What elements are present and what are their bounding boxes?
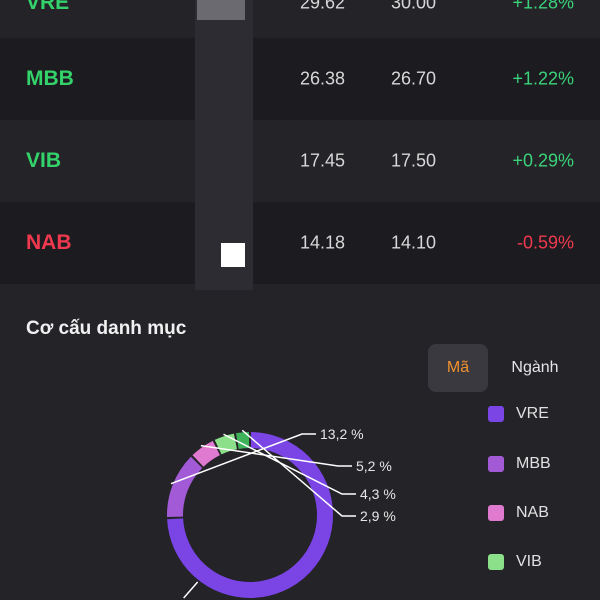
row-price: 26.38	[299, 68, 345, 89]
row-change: +1.28%	[512, 0, 574, 13]
slice-label: 2,9 %	[360, 508, 396, 524]
legend-label: VIB	[516, 553, 542, 570]
table-row[interactable]: NAB 14.18 14.10 -0.59%	[0, 202, 600, 284]
portfolio-title: Cơ cấu danh mục	[26, 318, 187, 339]
row-change: -0.59%	[516, 232, 574, 253]
row-symbol: VRE	[26, 0, 70, 14]
row-change: +1.22%	[512, 68, 574, 89]
legend-item[interactable]: VIB	[488, 553, 542, 571]
donut-slice-mbb[interactable]	[167, 456, 203, 518]
legend-label: NAB	[516, 504, 549, 521]
donut-slice-other[interactable]	[236, 432, 250, 449]
slice-leader-line	[241, 429, 356, 517]
legend-item[interactable]: NAB	[488, 504, 549, 522]
row-symbol: VIB	[26, 149, 62, 172]
row-ref: 14.10	[390, 232, 436, 253]
slice-label: 4,3 %	[360, 486, 396, 502]
legend-swatch	[488, 456, 504, 472]
row-change: +0.29%	[512, 150, 574, 171]
redacted-cell	[197, 0, 245, 20]
row-price: 29.62	[299, 0, 345, 13]
slice-leader-line	[183, 581, 199, 599]
table-row[interactable]: VIB 17.45 17.50 +0.29%	[0, 120, 600, 202]
slice-label: 13,2 %	[320, 426, 364, 442]
tab-by-sector[interactable]: Ngành	[511, 359, 559, 376]
tab-by-code[interactable]: Mã	[428, 344, 488, 392]
legend-swatch	[488, 554, 504, 570]
row-price: 14.18	[299, 232, 345, 253]
donut-slice-nab[interactable]	[192, 440, 221, 467]
slice-leader-line	[223, 433, 356, 495]
row-price: 17.45	[299, 150, 345, 171]
donut-slice-vre[interactable]	[167, 432, 333, 598]
legend-item[interactable]: MBB	[488, 455, 551, 473]
redacted-marker	[221, 243, 245, 267]
legend-swatch	[488, 406, 504, 422]
slice-leader-line	[200, 444, 352, 467]
redacted-column	[195, 0, 253, 290]
slice-leader-line	[170, 433, 316, 485]
donut-slice-vib[interactable]	[214, 433, 238, 455]
table-row[interactable]: VRE 29.62 30.00 +1.28%	[0, 0, 600, 44]
row-ref: 26.70	[390, 68, 436, 89]
legend-item[interactable]: VRE	[488, 405, 549, 423]
legend-label: VRE	[516, 405, 549, 422]
slice-label: 5,2 %	[356, 458, 392, 474]
row-symbol: NAB	[26, 231, 72, 254]
row-ref: 17.50	[390, 150, 436, 171]
row-ref: 30.00	[390, 0, 436, 13]
legend-swatch	[488, 505, 504, 521]
row-symbol: MBB	[26, 67, 74, 90]
table-row[interactable]: MBB 26.38 26.70 +1.22%	[0, 38, 600, 120]
legend-label: MBB	[516, 455, 551, 472]
